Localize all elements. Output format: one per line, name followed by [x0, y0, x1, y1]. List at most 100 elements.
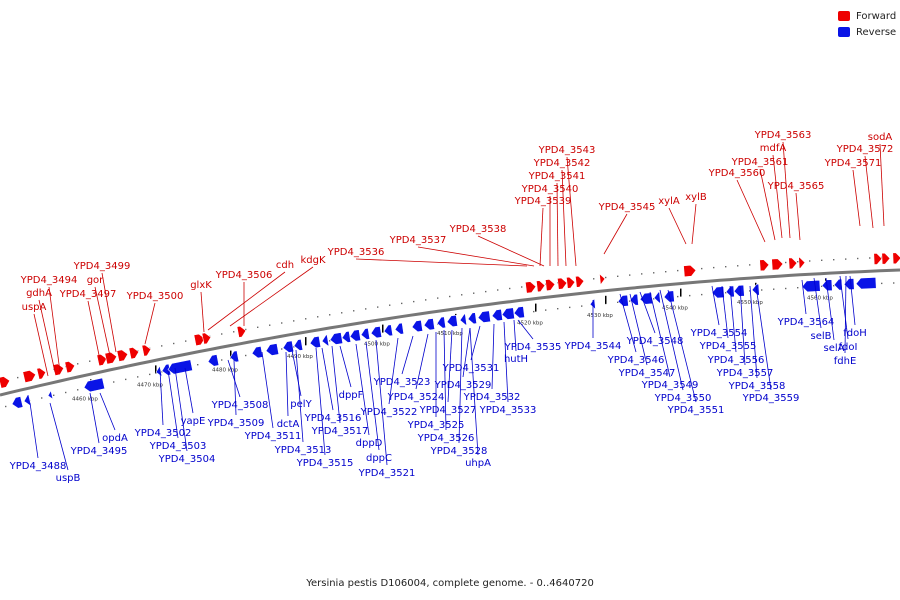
guide-dot-below	[773, 288, 775, 290]
guide-dot-above	[365, 308, 367, 310]
leader-line	[375, 339, 388, 466]
forward-gene-label: YPD4_3506	[215, 270, 273, 281]
leader-line	[517, 319, 534, 340]
guide-dot-above	[461, 294, 463, 296]
leader-line	[144, 302, 156, 345]
reverse-gene-label: uhpA	[465, 458, 491, 469]
reverse-gene-arrow	[801, 279, 821, 293]
guide-dot-below	[761, 289, 763, 291]
leader-line	[839, 275, 849, 340]
reverse-gene-arrow	[467, 312, 478, 325]
guide-dot-below	[833, 285, 835, 287]
forward-gene-arrow	[759, 259, 770, 272]
guide-dot-below	[653, 298, 655, 300]
forward-gene-label: YPD4_3542	[533, 158, 591, 169]
forward-gene-label: YPD4_3572	[836, 144, 894, 155]
forward-gene-arrow	[798, 257, 806, 269]
forward-gene-label: uspA	[22, 302, 47, 313]
reverse-gene-label: YPD4_3549	[641, 380, 699, 391]
reverse-gene-arrow	[491, 308, 503, 322]
reverse-gene-label: YPD4_3517	[311, 426, 369, 437]
leader-line	[469, 327, 479, 456]
leader-line	[513, 319, 517, 352]
leader-line	[401, 335, 414, 375]
guide-dot-above	[425, 299, 427, 301]
forward-gene-label: YPD4_3545	[598, 202, 656, 213]
guide-dot-above	[701, 267, 703, 270]
reverse-gene-label: YPD4_3531	[442, 363, 500, 374]
tick-label: 4550 kbp	[737, 300, 763, 306]
tick-label: 4510 kbp	[437, 331, 463, 337]
reverse-gene-arrow	[751, 283, 760, 296]
leader-line	[167, 369, 179, 439]
reverse-gene-label: YPD4_3544	[564, 341, 622, 352]
reverse-gene-arrow	[167, 359, 193, 375]
reverse-gene-arrow	[207, 354, 220, 367]
reverse-gene-label: YPD4_3564	[777, 317, 835, 328]
tick-label: 4500 kbp	[364, 342, 390, 348]
forward-gene-arrow	[575, 275, 585, 288]
reverse-gene-label: YPD4_3533	[479, 405, 537, 416]
reverse-gene-arrow	[855, 277, 877, 290]
reverse-gene-label: YPD4_3559	[742, 393, 800, 404]
reverse-gene-label: dppC	[366, 453, 392, 464]
guide-dot-above	[833, 259, 835, 261]
reverse-gene-label: YPD4_3521	[358, 468, 416, 479]
guide-dot-above	[377, 306, 379, 308]
guide-dot-above	[677, 269, 679, 272]
leader-line	[755, 285, 772, 391]
reverse-gene-label: YPD4_3528	[430, 446, 488, 457]
reverse-gene-label: fdoH	[843, 328, 867, 339]
guide-dot-above	[497, 289, 499, 291]
legend-forward-label: Forward	[856, 10, 897, 22]
leader-line	[844, 275, 847, 354]
reverse-gene-label: selB	[810, 331, 831, 342]
forward-gene-label: kdgK	[300, 255, 325, 266]
reverse-gene-arrow	[589, 297, 596, 311]
forward-gene-arrow	[36, 367, 47, 380]
forward-gene-label: YPD4_3571	[824, 158, 882, 169]
leader-line	[443, 329, 447, 431]
guide-dot-above	[749, 264, 751, 266]
guide-dot-below	[569, 306, 571, 309]
forward-gene-arrow	[788, 257, 798, 270]
leader-line	[561, 169, 567, 267]
leader-line	[691, 203, 697, 245]
leader-line	[339, 345, 352, 388]
reverse-gene-label: fdhE	[834, 356, 857, 367]
reverse-gene-label: selA	[824, 343, 845, 354]
guide-dot-below	[161, 371, 163, 373]
reverse-gene-arrow	[394, 322, 405, 335]
forward-gene-arrow	[201, 332, 212, 345]
leader-line	[48, 286, 61, 373]
leader-line	[736, 179, 766, 243]
forward-gene-arrow	[141, 344, 152, 357]
leader-line	[619, 293, 637, 353]
forward-gene-arrow	[545, 279, 556, 292]
leader-line	[668, 207, 687, 245]
guide-dot-above	[665, 271, 667, 273]
tick-label: 4460 kbp	[72, 396, 98, 402]
reverse-gene-label: YPD4_3554	[690, 328, 748, 339]
reverse-gene-label: YPD4_3546	[607, 355, 665, 366]
reverse-gene-label: YPD4_3557	[716, 368, 774, 379]
guide-dot-above	[593, 278, 595, 280]
leader-line	[782, 141, 791, 239]
guide-dot-below	[245, 354, 247, 357]
reverse-gene-arrow	[629, 293, 639, 306]
forward-gene-label: gor	[87, 275, 104, 286]
leader-line	[388, 337, 399, 405]
leader-line	[184, 367, 194, 414]
reverse-gene-label: YPD4_3550	[654, 393, 712, 404]
forward-gene-label: YPD4_3543	[538, 145, 596, 156]
leader-line	[739, 285, 746, 366]
guide-dot-above	[329, 314, 331, 316]
leader-line	[174, 367, 188, 452]
reverse-gene-arrow	[282, 340, 295, 353]
guide-dot-below	[725, 292, 727, 294]
tick-mark	[230, 350, 232, 359]
guide-dot-above	[485, 290, 487, 293]
forward-gene-label: YPD4_3537	[389, 235, 447, 246]
forward-gene-label: YPD4_3538	[449, 224, 507, 235]
